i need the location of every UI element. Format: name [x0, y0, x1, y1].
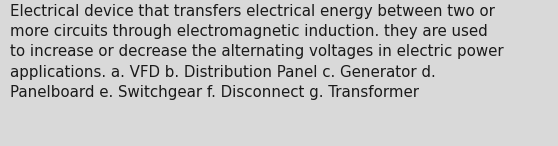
Text: Electrical device that transfers electrical energy between two or
more circuits : Electrical device that transfers electri… — [10, 4, 504, 100]
